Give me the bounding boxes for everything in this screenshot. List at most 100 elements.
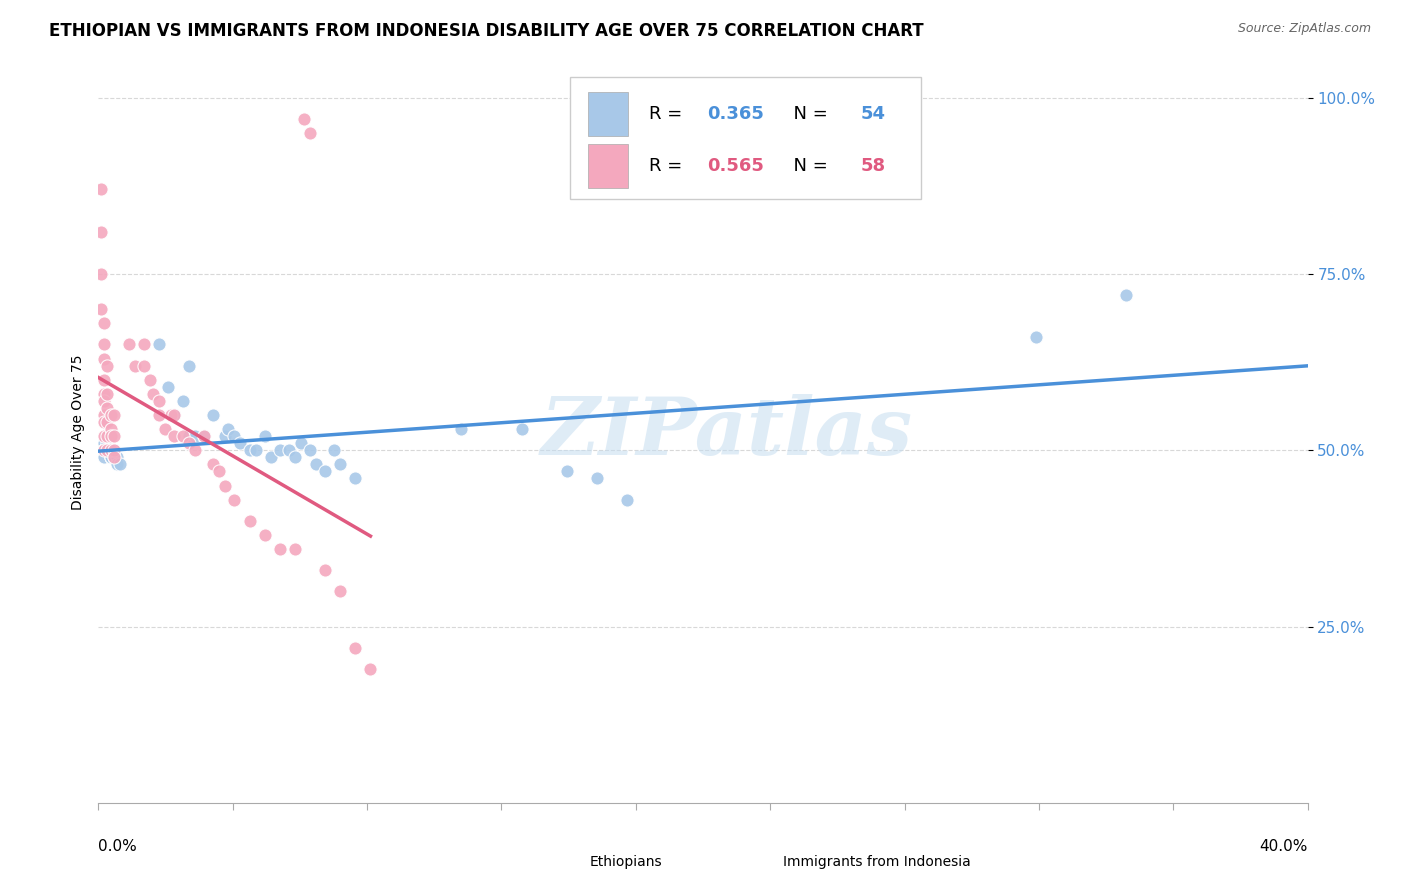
Point — [172, 393, 194, 408]
Point — [1115, 288, 1137, 302]
Point — [616, 492, 638, 507]
Point — [96, 387, 118, 401]
Point — [163, 408, 186, 422]
Point — [93, 408, 115, 422]
FancyBboxPatch shape — [569, 78, 921, 200]
Point — [202, 458, 225, 472]
Bar — [534, 856, 579, 884]
Point — [510, 422, 533, 436]
Point — [290, 436, 312, 450]
Point — [96, 415, 118, 429]
Point — [100, 450, 122, 465]
Point — [105, 458, 128, 472]
Point — [90, 302, 112, 317]
Point — [100, 429, 122, 443]
Bar — [588, 92, 628, 136]
Point — [179, 436, 201, 450]
Point — [202, 408, 225, 422]
Point — [96, 443, 118, 458]
Point — [344, 471, 367, 485]
Point — [108, 458, 131, 472]
Point — [90, 225, 112, 239]
Point — [299, 443, 322, 458]
Point — [184, 443, 207, 458]
Point — [100, 422, 122, 436]
Point — [96, 429, 118, 443]
Point — [105, 450, 128, 465]
Point — [239, 443, 262, 458]
Bar — [727, 856, 773, 884]
Point — [103, 443, 125, 458]
Point — [284, 450, 307, 465]
Point — [224, 492, 246, 507]
Point — [103, 443, 125, 458]
Point — [118, 337, 141, 351]
Point — [96, 443, 118, 458]
Text: Source: ZipAtlas.com: Source: ZipAtlas.com — [1237, 22, 1371, 36]
Point — [100, 443, 122, 458]
Point — [93, 337, 115, 351]
Text: 58: 58 — [860, 157, 886, 175]
Point — [253, 528, 276, 542]
Point — [148, 393, 170, 408]
Point — [214, 478, 236, 492]
Point — [224, 429, 246, 443]
Point — [103, 450, 125, 465]
Point — [103, 429, 125, 443]
Text: 54: 54 — [860, 105, 886, 123]
Point — [100, 450, 122, 465]
Point — [555, 464, 578, 478]
Point — [172, 429, 194, 443]
Point — [93, 443, 115, 458]
Point — [329, 458, 352, 472]
Point — [193, 429, 215, 443]
Point — [93, 450, 115, 465]
Point — [93, 443, 115, 458]
Point — [93, 429, 115, 443]
Point — [148, 337, 170, 351]
Point — [132, 359, 155, 373]
Point — [260, 450, 283, 465]
Point — [93, 436, 115, 450]
Text: ETHIOPIAN VS IMMIGRANTS FROM INDONESIA DISABILITY AGE OVER 75 CORRELATION CHART: ETHIOPIAN VS IMMIGRANTS FROM INDONESIA D… — [49, 22, 924, 40]
Point — [329, 584, 352, 599]
Point — [103, 443, 125, 458]
Point — [193, 429, 215, 443]
Point — [305, 458, 328, 472]
Point — [93, 351, 115, 366]
Point — [93, 443, 115, 458]
Text: ZIPatlas: ZIPatlas — [541, 394, 914, 471]
Point — [90, 182, 112, 196]
Point — [229, 436, 252, 450]
Point — [450, 422, 472, 436]
Point — [214, 429, 236, 443]
Point — [163, 429, 186, 443]
Point — [314, 563, 336, 577]
Point — [90, 267, 112, 281]
Point — [93, 387, 115, 401]
Point — [163, 408, 186, 422]
Point — [124, 359, 146, 373]
Point — [96, 443, 118, 458]
Point — [93, 373, 115, 387]
Point — [100, 408, 122, 422]
Y-axis label: Disability Age Over 75: Disability Age Over 75 — [70, 355, 84, 510]
Bar — [588, 144, 628, 188]
Point — [96, 359, 118, 373]
Point — [156, 380, 179, 394]
Point — [344, 640, 367, 655]
Point — [586, 471, 609, 485]
Point — [142, 387, 165, 401]
Point — [277, 443, 299, 458]
Point — [360, 662, 382, 676]
Text: R =: R = — [648, 105, 688, 123]
Point — [132, 337, 155, 351]
Point — [179, 429, 201, 443]
Point — [100, 450, 122, 465]
Text: 0.0%: 0.0% — [98, 838, 138, 854]
Point — [100, 443, 122, 458]
Point — [96, 443, 118, 458]
Point — [96, 436, 118, 450]
Point — [96, 443, 118, 458]
Point — [160, 408, 183, 422]
